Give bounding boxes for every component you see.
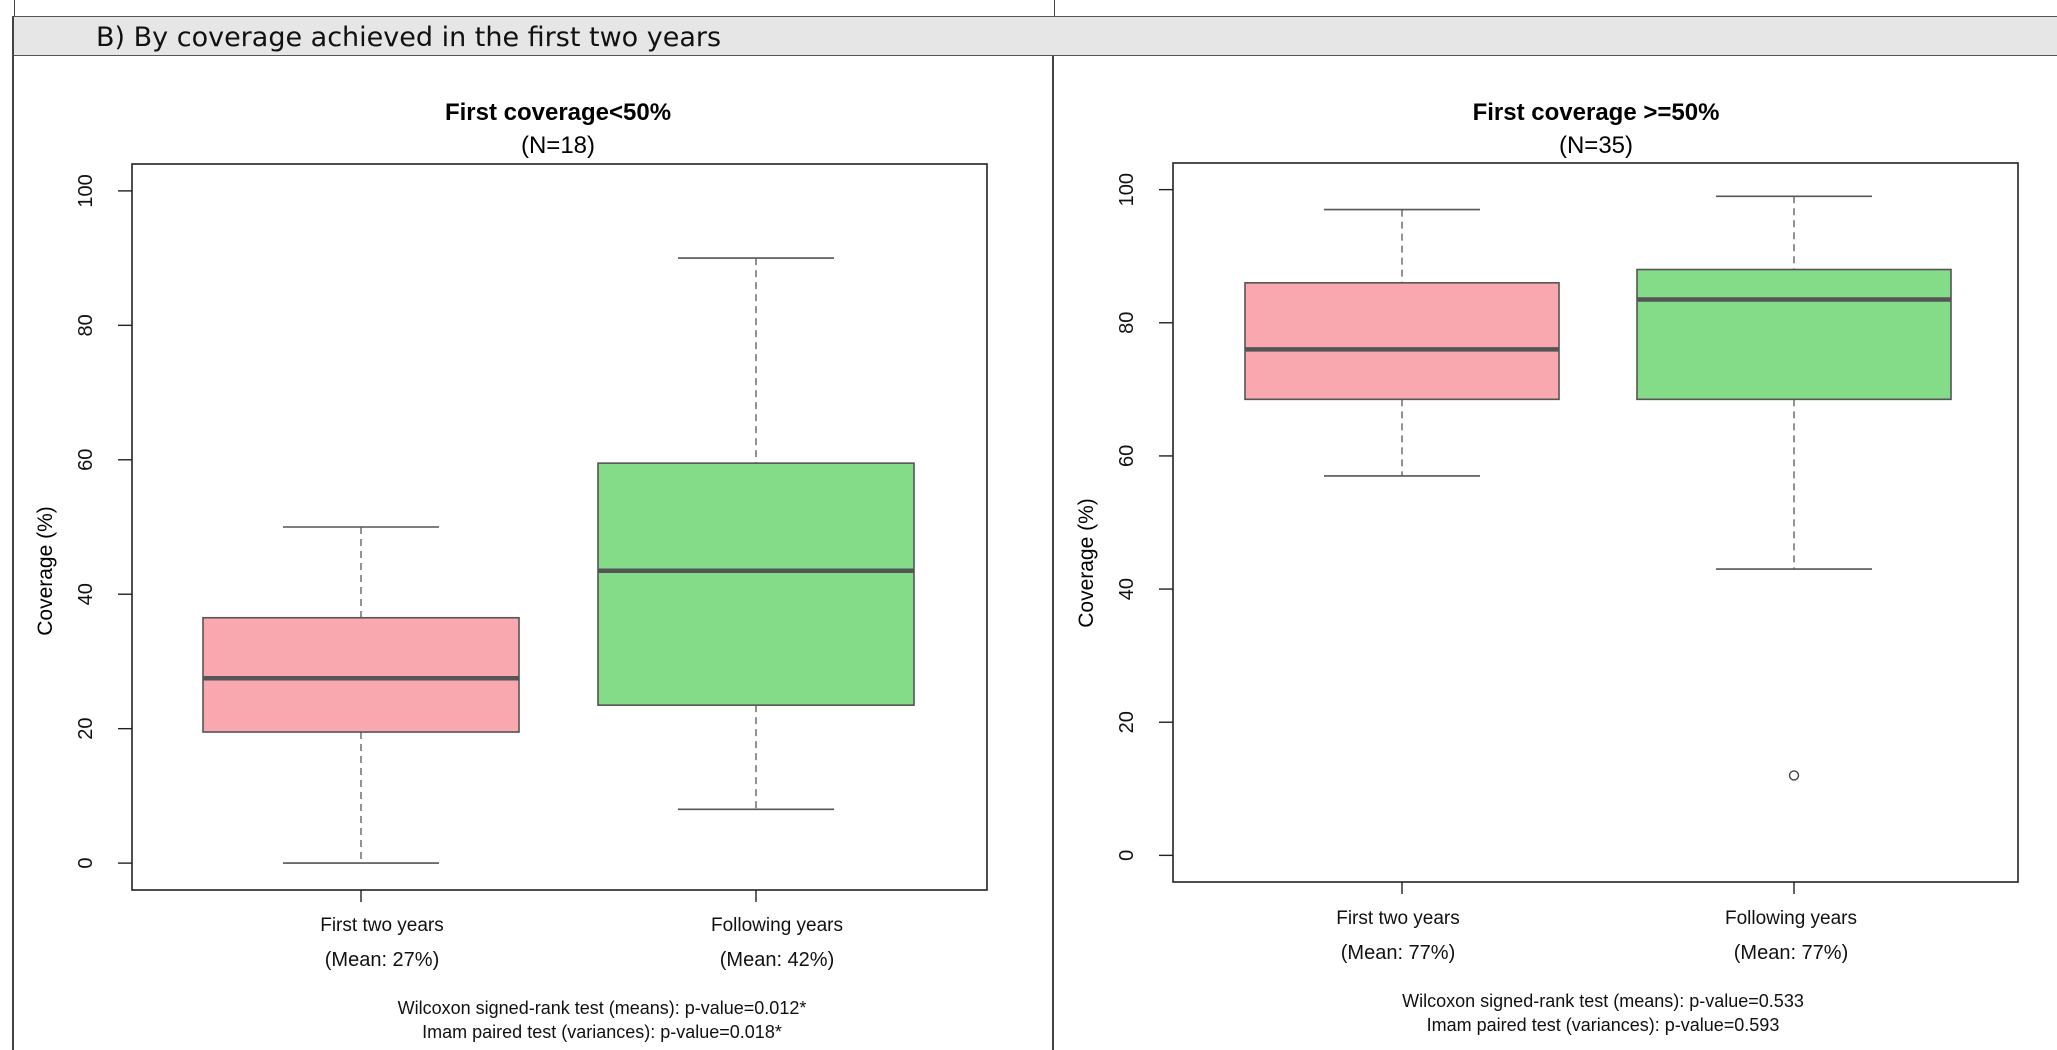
y-tick-label: 40 bbox=[75, 583, 97, 605]
outlier-point bbox=[1788, 770, 1800, 781]
iqr-box bbox=[202, 616, 520, 733]
y-axis-label: Coverage (%) bbox=[34, 506, 57, 636]
chart-subtitle: (N=35) bbox=[1559, 132, 1633, 159]
iqr-box bbox=[597, 462, 915, 706]
box-first-two-years bbox=[1244, 208, 1560, 477]
boxplot-chart-left: First coverage<50% (N=18) Coverage (%) 0… bbox=[34, 99, 988, 902]
frame-line bbox=[14, 0, 15, 16]
test-result: Wilcoxon signed-rank test (means): p-val… bbox=[397, 998, 807, 1018]
y-tick-label: 100 bbox=[75, 174, 97, 207]
boxplot-panel-left: First coverage<50% (N=18) Coverage (%) 0… bbox=[22, 60, 1046, 1042]
y-tick-label: 40 bbox=[1116, 578, 1138, 600]
mean-label: (Mean: 42%) bbox=[719, 949, 835, 971]
section-header: B) By coverage achieved in the first two… bbox=[12, 16, 2057, 56]
plot-frame bbox=[131, 163, 988, 891]
iqr-box bbox=[1244, 282, 1560, 401]
box-following-years bbox=[1636, 195, 1952, 781]
boxplot-chart-right: First coverage >=50% (N=35) Coverage (%)… bbox=[1075, 99, 2019, 894]
y-tick-label: 60 bbox=[1116, 445, 1138, 467]
y-axis-label: Coverage (%) bbox=[1075, 498, 1098, 628]
frame-line bbox=[1052, 56, 1054, 1050]
boxplot-panel-right: First coverage >=50% (N=35) Coverage (%)… bbox=[1063, 60, 2057, 1035]
y-tick-label: 100 bbox=[1116, 173, 1138, 206]
category-label: First two years bbox=[1336, 908, 1460, 929]
box-following-years bbox=[597, 257, 915, 811]
category-label: Following years bbox=[711, 915, 843, 936]
chart-title: First coverage >=50% bbox=[1473, 99, 1720, 126]
y-tick-label: 20 bbox=[75, 718, 97, 740]
frame-line bbox=[1054, 0, 1055, 16]
mean-label: (Mean: 77%) bbox=[1733, 942, 1849, 964]
section-title: B) By coverage achieved in the first two… bbox=[96, 22, 722, 53]
test-result: Imam paired test (variances): p-value=0.… bbox=[1426, 1015, 1780, 1035]
chart-subtitle: (N=18) bbox=[521, 132, 595, 159]
y-tick-label: 60 bbox=[75, 449, 97, 471]
category-label: Following years bbox=[1725, 908, 1857, 929]
mean-label: (Mean: 27%) bbox=[324, 949, 440, 971]
plot-frame bbox=[1172, 162, 2019, 883]
y-tick-label: 80 bbox=[1116, 312, 1138, 334]
frame-line bbox=[12, 16, 14, 1050]
test-result: Imam paired test (variances): p-value=0.… bbox=[422, 1022, 782, 1042]
iqr-box bbox=[1636, 268, 1952, 401]
y-tick-label: 0 bbox=[1116, 850, 1138, 861]
y-tick-label: 0 bbox=[75, 858, 97, 869]
y-tick-label: 20 bbox=[1116, 711, 1138, 733]
test-result: Wilcoxon signed-rank test (means): p-val… bbox=[1402, 991, 1804, 1011]
mean-label: (Mean: 77%) bbox=[1340, 942, 1456, 964]
box-first-two-years bbox=[202, 526, 520, 864]
y-tick-label: 80 bbox=[75, 314, 97, 336]
chart-title: First coverage<50% bbox=[445, 99, 671, 126]
category-label: First two years bbox=[320, 915, 444, 936]
